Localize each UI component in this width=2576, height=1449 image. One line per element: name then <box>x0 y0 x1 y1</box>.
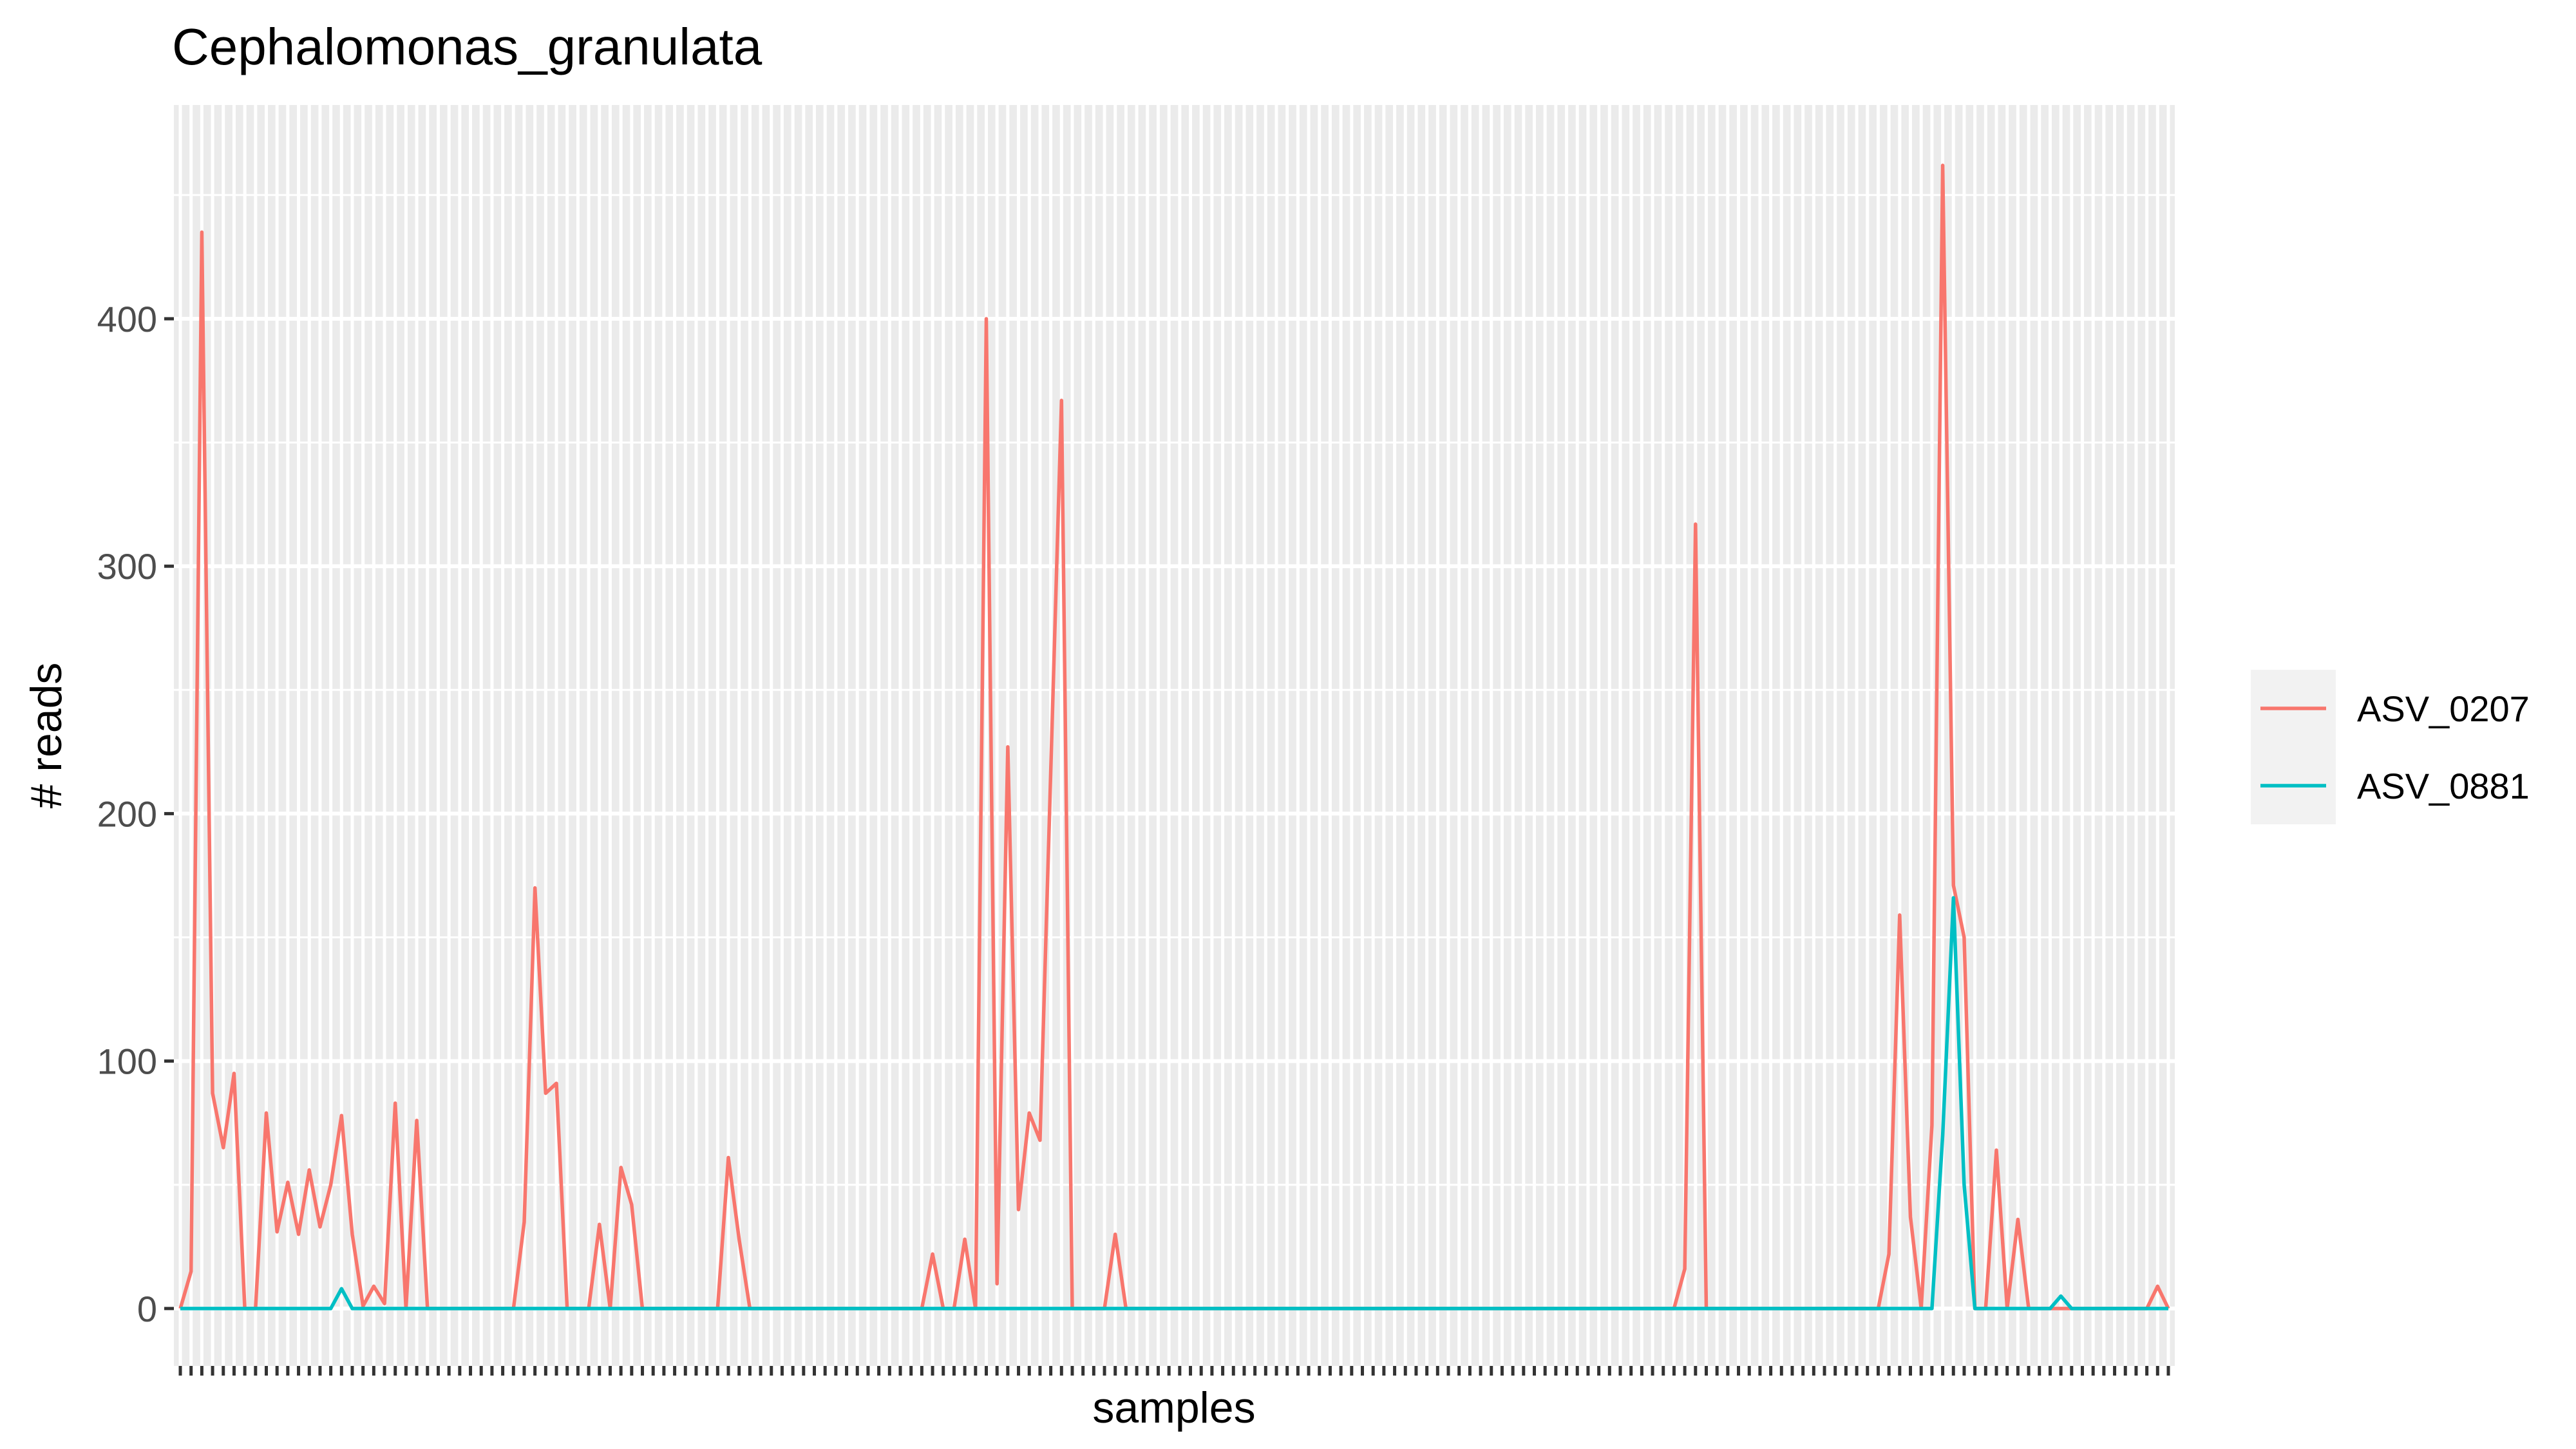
legend-label: ASV_0881 <box>2357 766 2530 806</box>
chart-title: Cephalomonas_granulata <box>172 18 762 75</box>
y-tick-label: 300 <box>97 546 157 587</box>
grid-major-x-lines <box>178 105 2170 1366</box>
series-layer <box>178 164 2170 1311</box>
y-tick-label: 400 <box>97 299 157 339</box>
series-line-asv-0881 <box>180 896 2168 1311</box>
y-tick-label: 100 <box>97 1041 157 1082</box>
legend-key-background <box>2251 670 2336 824</box>
plot-panel <box>174 105 2175 1366</box>
legend-label: ASV_0207 <box>2357 688 2530 729</box>
x-axis <box>178 1366 2170 1376</box>
y-axis-title: # reads <box>22 663 71 809</box>
legend: ASV_0207 ASV_0881 <box>2251 670 2530 824</box>
y-tick-label: 200 <box>97 793 157 834</box>
y-axis: 0 100 200 300 400 <box>97 299 174 1329</box>
y-tick-label: 0 <box>137 1289 157 1329</box>
grid-minor-lines <box>174 194 2175 1186</box>
x-axis-title: samples <box>1092 1383 1255 1432</box>
